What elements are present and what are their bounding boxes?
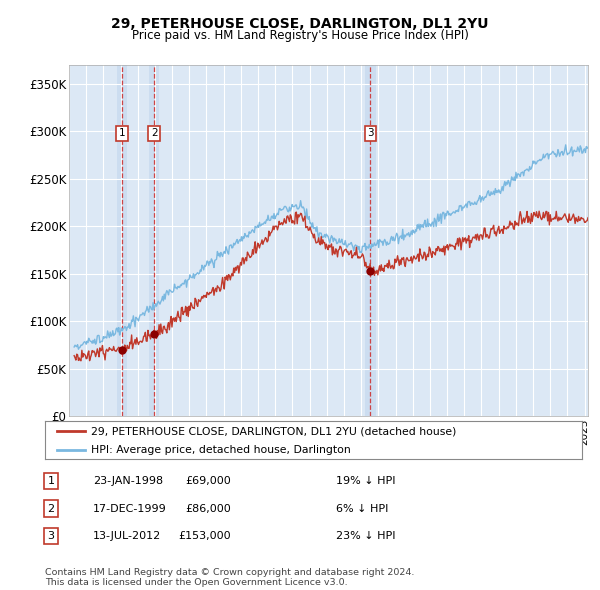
Text: 17-DEC-1999: 17-DEC-1999 [93, 504, 167, 513]
Text: 6% ↓ HPI: 6% ↓ HPI [336, 504, 388, 513]
Text: Contains HM Land Registry data © Crown copyright and database right 2024.
This d: Contains HM Land Registry data © Crown c… [45, 568, 415, 587]
Text: HPI: Average price, detached house, Darlington: HPI: Average price, detached house, Darl… [91, 445, 350, 454]
Text: 19% ↓ HPI: 19% ↓ HPI [336, 476, 395, 486]
Text: £86,000: £86,000 [185, 504, 231, 513]
Text: £153,000: £153,000 [178, 532, 231, 541]
Bar [116, 65, 127, 416]
Text: 2: 2 [151, 128, 158, 138]
Text: 1: 1 [47, 476, 55, 486]
Text: 23% ↓ HPI: 23% ↓ HPI [336, 532, 395, 541]
Text: 13-JUL-2012: 13-JUL-2012 [93, 532, 161, 541]
Bar [149, 65, 160, 416]
Bar [365, 65, 376, 416]
Text: Price paid vs. HM Land Registry's House Price Index (HPI): Price paid vs. HM Land Registry's House … [131, 29, 469, 42]
Text: 2: 2 [47, 504, 55, 513]
Text: 3: 3 [367, 128, 374, 138]
Text: 29, PETERHOUSE CLOSE, DARLINGTON, DL1 2YU (detached house): 29, PETERHOUSE CLOSE, DARLINGTON, DL1 2Y… [91, 427, 456, 437]
Text: 1: 1 [118, 128, 125, 138]
Text: 23-JAN-1998: 23-JAN-1998 [93, 476, 163, 486]
Text: 29, PETERHOUSE CLOSE, DARLINGTON, DL1 2YU: 29, PETERHOUSE CLOSE, DARLINGTON, DL1 2Y… [111, 17, 489, 31]
Text: £69,000: £69,000 [185, 476, 231, 486]
Text: 3: 3 [47, 532, 55, 541]
